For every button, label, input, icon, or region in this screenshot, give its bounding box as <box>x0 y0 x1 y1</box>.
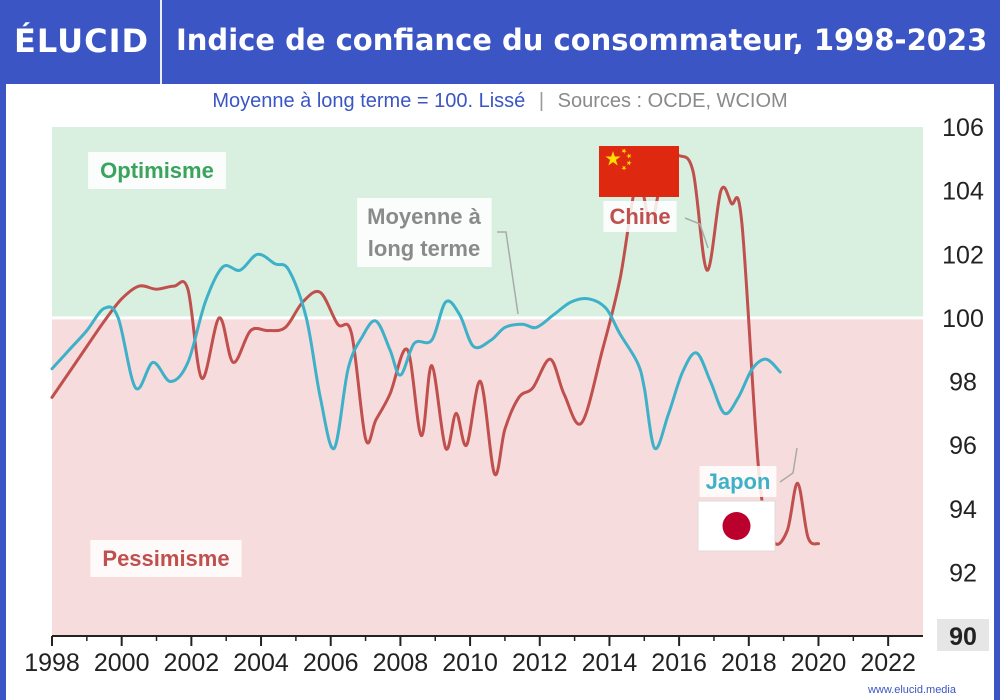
y-tick-label: 98 <box>949 369 977 397</box>
china-label-group: Chine <box>603 201 677 232</box>
y-tick-label: 106 <box>942 114 984 142</box>
x-tick-label: 2006 <box>303 649 359 677</box>
china-label-bg <box>603 201 677 232</box>
x-tick-label: 1998 <box>24 649 80 677</box>
y-tick-label: 102 <box>942 241 984 269</box>
mean-leader-line <box>497 231 519 315</box>
japan-flag-icon <box>697 500 776 552</box>
china-flag-icon <box>599 146 679 197</box>
mean-annotation: Moyenne à long terme <box>357 198 492 267</box>
optimism-label: Optimisme <box>100 158 214 183</box>
china-flag-field <box>599 146 679 197</box>
y-tick-label: 100 <box>942 305 984 333</box>
brand-mark-icon <box>0 0 24 10</box>
china-series-line <box>50 150 820 546</box>
china-label: Chine <box>609 204 670 229</box>
japan-series-line <box>50 252 782 451</box>
y-tick-label: 104 <box>942 178 984 206</box>
subtitle-note: Moyenne à long terme = 100. Lissé <box>212 90 526 112</box>
x-tick-label: 2000 <box>94 649 150 677</box>
mean-label-line2: long terme <box>368 236 480 261</box>
frame-left <box>0 84 6 700</box>
china-flag-small-star <box>626 153 632 159</box>
x-tick-label: 2008 <box>373 649 429 677</box>
x-tick-label: 2014 <box>582 649 638 677</box>
mean-label-bg <box>357 198 492 267</box>
brand-logo: ÉLUCID <box>14 22 150 60</box>
pessimism-label-bg <box>90 540 242 577</box>
pessimism-zone <box>52 317 923 636</box>
chart-subtitle: Moyenne à long terme = 100. Lissé | Sour… <box>0 90 1000 113</box>
subtitle-separator: | <box>538 90 545 112</box>
china-flag-small-star <box>626 160 632 166</box>
footer-url[interactable]: www.elucid.media <box>867 684 956 696</box>
x-tick-label: 2012 <box>512 649 568 677</box>
header-bar <box>0 0 1000 84</box>
japan-leader-line <box>779 447 798 483</box>
china-flag-small-star <box>621 148 627 154</box>
japan-flag-field <box>697 500 776 552</box>
x-tick-label: 2018 <box>721 649 777 677</box>
china-leader-line <box>684 217 709 249</box>
x-tick-label: 2010 <box>442 649 498 677</box>
china-flag-big-star <box>605 151 621 166</box>
y-tick-label: 92 <box>949 559 977 587</box>
x-tick-label: 2002 <box>164 649 220 677</box>
japan-label-bg <box>699 466 777 497</box>
frame-right <box>994 84 1000 700</box>
mean-label-line1: Moyenne à <box>367 204 481 229</box>
optimism-label-group: Optimisme <box>88 152 226 189</box>
japan-label: Japon <box>706 469 771 494</box>
x-tick-label: 2020 <box>791 649 847 677</box>
y-axis-base-box <box>937 619 989 651</box>
x-tick-label: 2016 <box>651 649 707 677</box>
japan-label-group: Japon <box>699 466 777 497</box>
optimism-label-bg <box>88 152 226 189</box>
y-tick-label: 90 <box>949 623 977 651</box>
x-tick-label: 2022 <box>860 649 916 677</box>
chart-title: Indice de confiance du consommateur, 199… <box>176 23 988 57</box>
header-divider <box>160 0 162 84</box>
japan-flag-disc <box>722 512 751 540</box>
y-tick-label: 96 <box>949 432 977 460</box>
pessimism-label-group: Pessimisme <box>90 540 242 577</box>
subtitle-sources: Sources : OCDE, WCIOM <box>557 90 788 112</box>
pessimism-label: Pessimisme <box>102 546 229 571</box>
china-flag-small-star <box>621 165 627 171</box>
x-tick-label: 2004 <box>233 649 289 677</box>
y-tick-label: 94 <box>949 496 977 524</box>
